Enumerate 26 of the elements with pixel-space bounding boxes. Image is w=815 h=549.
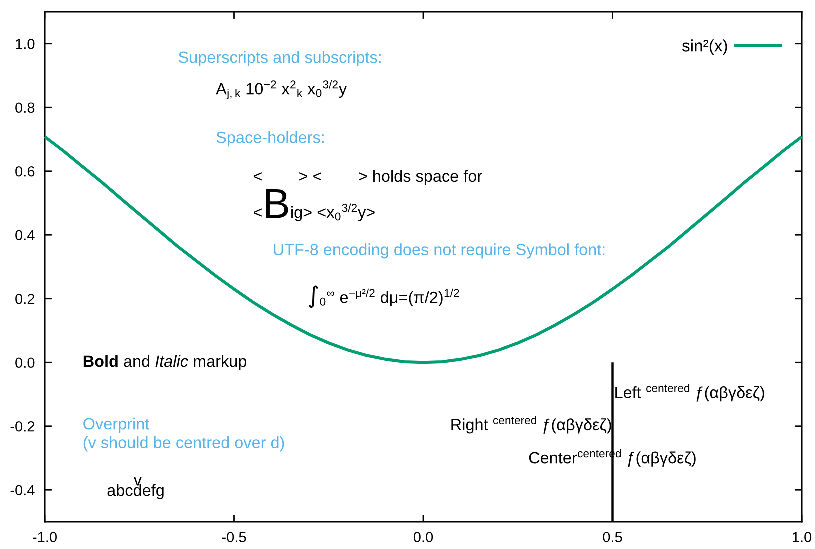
annotation: < > < > holds space for: [254, 170, 482, 186]
annotation: Superscripts and subscripts:: [178, 51, 381, 66]
y-tick-label: 1.0: [16, 38, 35, 50]
x-tick-label: 0.5: [603, 532, 622, 542]
annotation: Right $^{centered}$ ƒ(αβγδεζ): [452, 416, 612, 434]
annotation: Bold and Italic markup: [84, 355, 247, 370]
annotation: v: [134, 477, 142, 486]
x-tick-label: 0.0: [414, 532, 434, 542]
y-tick-label: 0.8: [16, 102, 35, 114]
annotation: abcdefg: [108, 484, 164, 500]
legend-label: sin²(x): [682, 40, 728, 56]
x-tick-label: -1.0: [33, 532, 57, 542]
y-tick-label: 0.2: [16, 294, 35, 304]
y-tick-label: 0.4: [16, 230, 35, 241]
y-tick-label: -0.4: [10, 485, 35, 496]
annotation: Left $^{centered}$ ƒ(αβγδεζ): [616, 384, 764, 402]
annotation: UTF-8 encoding does not require Symbol font:: [274, 244, 605, 259]
annotation: Space-holders:: [216, 131, 324, 147]
x-tick-label: -0.5: [222, 532, 246, 542]
x-tick-label: 1.0: [792, 532, 812, 542]
y-tick-label: 0.0: [16, 358, 35, 368]
annotation: Overprint (v should be centred over d): [84, 418, 284, 452]
text: A$_{j,k}$ 10$^{−2}$ x$^{2}$$_{k}$ x$_{0}$$^{3/2}$y: [216, 80, 348, 100]
annotation: ∫$_{0}$$^{∞}$ e$^{−μ²/2}$ dμ=(π/2)$^{1/2}$: [308, 286, 460, 308]
y-tick-label: 0.6: [16, 166, 35, 177]
y-tick-label: -0.2: [10, 421, 35, 432]
